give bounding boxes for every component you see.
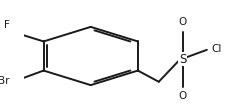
Text: O: O bbox=[179, 17, 187, 27]
Text: O: O bbox=[179, 91, 187, 101]
Text: F: F bbox=[4, 20, 10, 30]
Text: Br: Br bbox=[0, 76, 10, 86]
Text: Cl: Cl bbox=[211, 44, 221, 54]
Text: S: S bbox=[179, 53, 186, 66]
